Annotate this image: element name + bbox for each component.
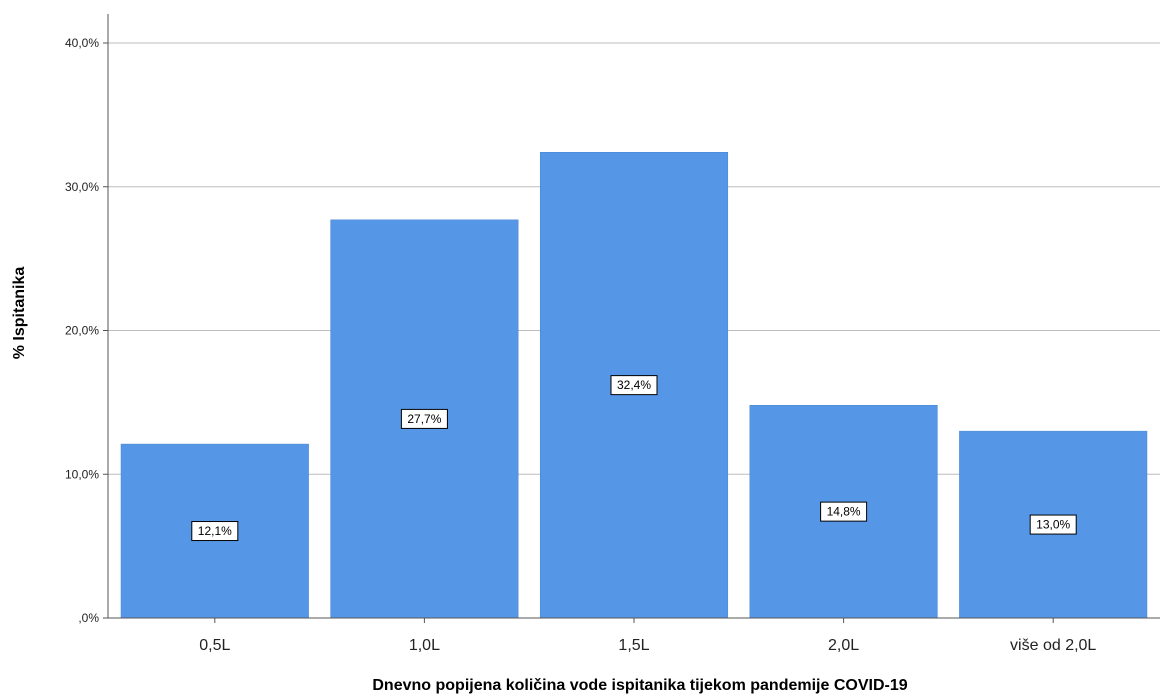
x-tick-labels: 0,5L 1,0L 1,5L 2,0L više od 2,0L <box>199 637 1096 654</box>
data-label-text: 27,7% <box>407 412 441 426</box>
x-axis-title: Dnevno popijena količina vode ispitanika… <box>372 677 907 694</box>
y-tick-label: ,0% <box>78 611 99 625</box>
y-tick-label: 40,0% <box>65 36 99 50</box>
data-label-box <box>400 408 448 429</box>
data-label: 13,0% <box>1029 514 1077 535</box>
y-tick-label: 30,0% <box>65 180 99 194</box>
data-label-text: 32,4% <box>617 378 651 392</box>
x-tick-label: 0,5L <box>199 637 230 654</box>
data-label-text: 13,0% <box>1036 518 1070 532</box>
axes <box>103 14 1160 623</box>
y-tick-labels: ,0% 10,0% 20,0% 30,0% 40,0% <box>65 36 99 625</box>
data-label-box <box>610 375 658 396</box>
x-tick-label: 1,5L <box>618 637 649 654</box>
data-label-box <box>820 501 868 522</box>
data-label: 32,4% <box>610 375 658 396</box>
data-label: 14,8% <box>820 501 868 522</box>
data-label-text: 12,1% <box>198 524 232 538</box>
data-label: 27,7% <box>400 408 448 429</box>
data-label-box <box>191 521 239 542</box>
y-tick-label: 20,0% <box>65 324 99 338</box>
y-axis-title: % Ispitanika <box>11 267 28 360</box>
y-tick-label: 10,0% <box>65 467 99 481</box>
data-labels: 12,1% 27,7% 32,4% 14,8% 13,0% <box>191 375 1077 542</box>
x-tick-label: 2,0L <box>828 637 859 654</box>
data-label-text: 14,8% <box>827 505 861 519</box>
data-label: 12,1% <box>191 521 239 542</box>
x-tick-label: više od 2,0L <box>1010 637 1096 654</box>
x-tick-label: 1,0L <box>409 637 440 654</box>
data-label-box <box>1029 514 1077 535</box>
